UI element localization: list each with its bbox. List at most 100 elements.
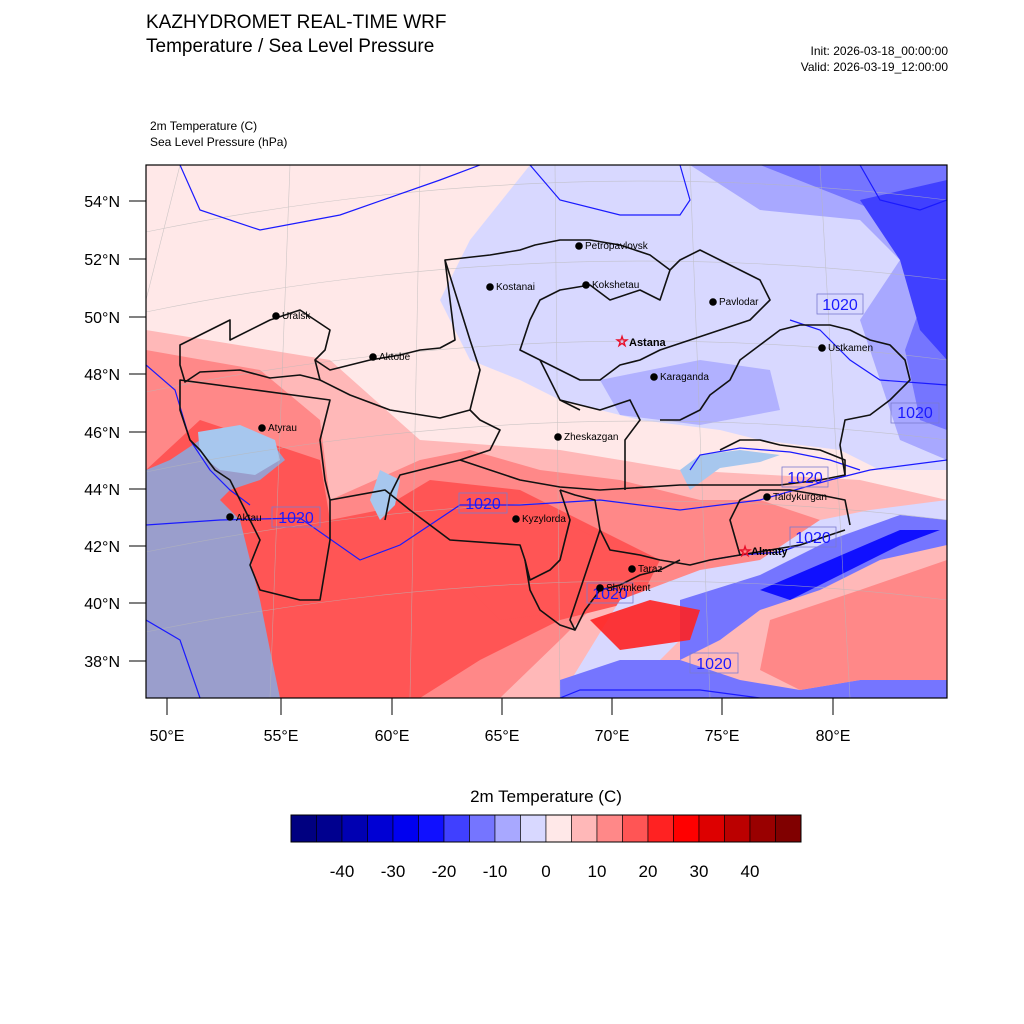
- svg-text:1020: 1020: [897, 405, 933, 422]
- colorbar-swatch: [673, 814, 700, 843]
- svg-text:Kostanai: Kostanai: [496, 282, 535, 293]
- isobars: [146, 165, 947, 698]
- svg-text:1020: 1020: [278, 510, 314, 527]
- colorbar-swatch: [469, 814, 496, 843]
- variable-label-pressure: Sea Level Pressure (hPa): [150, 135, 288, 149]
- colorbar-swatch: [622, 814, 649, 843]
- svg-text:Petropavlovsk: Petropavlovsk: [585, 241, 649, 252]
- svg-text:Astana: Astana: [629, 337, 667, 349]
- city-zheskazgan: Zheskazgan: [554, 432, 618, 443]
- lon-labels: 50°E 55°E 60°E 65°E 70°E 75°E 80°E: [150, 728, 851, 745]
- svg-text:Karaganda: Karaganda: [660, 372, 709, 383]
- valid-time: Valid: 2026-03-19_12:00:00: [800, 60, 948, 74]
- admin-borders: [179, 239, 911, 631]
- colorbar-tick-label: -30: [381, 862, 406, 881]
- colorbar-swatch: [698, 814, 725, 843]
- svg-text:Pavlodar: Pavlodar: [719, 297, 759, 308]
- lon-label: 50°E: [150, 728, 185, 745]
- colorbar-tick-label: -10: [483, 862, 508, 881]
- lat-ticks: [129, 200, 146, 662]
- colorbar-swatch: [290, 814, 317, 843]
- map-subtitle: Temperature / Sea Level Pressure: [146, 36, 435, 57]
- colorbar-swatch: [367, 814, 394, 843]
- city-markers: Petropavlovsk Kostanai Kokshetau Pavloda…: [226, 241, 873, 594]
- colorbar-ticks: -40 -30 -20 -10 0 10 20 30 40: [330, 862, 760, 881]
- colorbar-swatch: [341, 814, 368, 843]
- lat-label: 54°N: [84, 194, 120, 211]
- svg-text:1020: 1020: [465, 496, 501, 513]
- colorbar-swatch: [520, 814, 547, 843]
- svg-text:Taraz: Taraz: [638, 564, 662, 575]
- colorbar-tick-label: 10: [588, 862, 607, 881]
- city-uralsk: Uralsk: [272, 311, 311, 322]
- city-pavlodar: Pavlodar: [709, 297, 759, 308]
- svg-text:Kyzylorda: Kyzylorda: [522, 514, 566, 525]
- colorbar-swatch: [392, 814, 419, 843]
- colorbar-swatch: [418, 814, 445, 843]
- lon-label: 80°E: [816, 728, 851, 745]
- colorbar-swatch: [316, 814, 343, 843]
- isobar-label: 1020: [458, 492, 508, 514]
- svg-text:1020: 1020: [696, 656, 732, 673]
- city-kostanai: Kostanai: [486, 282, 535, 293]
- city-shymkent: Shymkent: [596, 583, 651, 594]
- isobar-label: 1020: [781, 466, 829, 488]
- colorbar-tick-label: -40: [330, 862, 355, 881]
- svg-text:Kokshetau: Kokshetau: [592, 280, 639, 291]
- city-taraz: Taraz: [628, 564, 662, 575]
- city-kokshetau: Kokshetau: [582, 280, 639, 291]
- colorbar-swatch: [545, 814, 572, 843]
- lon-ticks: [166, 698, 834, 715]
- init-time: Init: 2026-03-18_00:00:00: [810, 44, 948, 58]
- colorbar-swatch: [443, 814, 470, 843]
- svg-text:1020: 1020: [795, 530, 831, 547]
- colorbar-tick-label: -20: [432, 862, 457, 881]
- colorbar-frame: [290, 814, 802, 843]
- temperature-colorbar: [290, 814, 802, 843]
- city-aktobe: Aktobe: [369, 352, 411, 363]
- lon-label: 55°E: [264, 728, 299, 745]
- lat-labels: 54°N 52°N 50°N 48°N 46°N 44°N 42°N 40°N …: [84, 194, 120, 671]
- svg-text:1020: 1020: [787, 470, 823, 487]
- city-petropavlovsk: Petropavlovsk: [575, 241, 649, 252]
- lon-label: 75°E: [705, 728, 740, 745]
- colorbar-title: 2m Temperature (C): [470, 787, 622, 806]
- lon-label: 70°E: [595, 728, 630, 745]
- lat-label: 38°N: [84, 654, 120, 671]
- capital-star-icon: ☆: [616, 333, 629, 349]
- colorbar-swatch: [647, 814, 674, 843]
- colorbar-swatch: [571, 814, 598, 843]
- lat-label: 48°N: [84, 367, 120, 384]
- isobar-label: 1020: [271, 506, 321, 528]
- city-taldykurgan: Taldykurgan: [763, 492, 827, 503]
- lat-label: 44°N: [84, 482, 120, 499]
- lon-label: 65°E: [485, 728, 520, 745]
- colorbar-swatch: [494, 814, 521, 843]
- city-almaty: ☆ Almaty: [738, 543, 789, 560]
- svg-text:Ustkamen: Ustkamen: [828, 343, 873, 354]
- lat-label: 42°N: [84, 539, 120, 556]
- colorbar-swatch: [724, 814, 751, 843]
- isobar-label: 1020: [689, 652, 739, 674]
- svg-text:Almaty: Almaty: [751, 546, 789, 558]
- isobar-label: 1020: [890, 402, 940, 424]
- lon-label: 60°E: [375, 728, 410, 745]
- colorbar-tick-label: 20: [639, 862, 658, 881]
- svg-text:Aktobe: Aktobe: [379, 352, 411, 363]
- isobar-labels: 1020 1020 1020 1020 1020 1020 1020 1020: [271, 293, 940, 674]
- lat-label: 52°N: [84, 252, 120, 269]
- lat-label: 50°N: [84, 310, 120, 327]
- city-ustkamen: Ustkamen: [818, 343, 873, 354]
- city-aktau: Aktau: [226, 513, 262, 524]
- capital-star-icon: ☆: [739, 543, 752, 559]
- variable-label-temperature: 2m Temperature (C): [150, 119, 258, 133]
- svg-text:Uralsk: Uralsk: [282, 311, 311, 322]
- colorbar-tick-label: 40: [741, 862, 760, 881]
- lat-label: 46°N: [84, 425, 120, 442]
- colorbar-swatch: [749, 814, 776, 843]
- colorbar-tick-label: 0: [541, 862, 550, 881]
- svg-text:Shymkent: Shymkent: [606, 583, 651, 594]
- lat-label: 40°N: [84, 596, 120, 613]
- isobar-label: 1020: [789, 526, 837, 548]
